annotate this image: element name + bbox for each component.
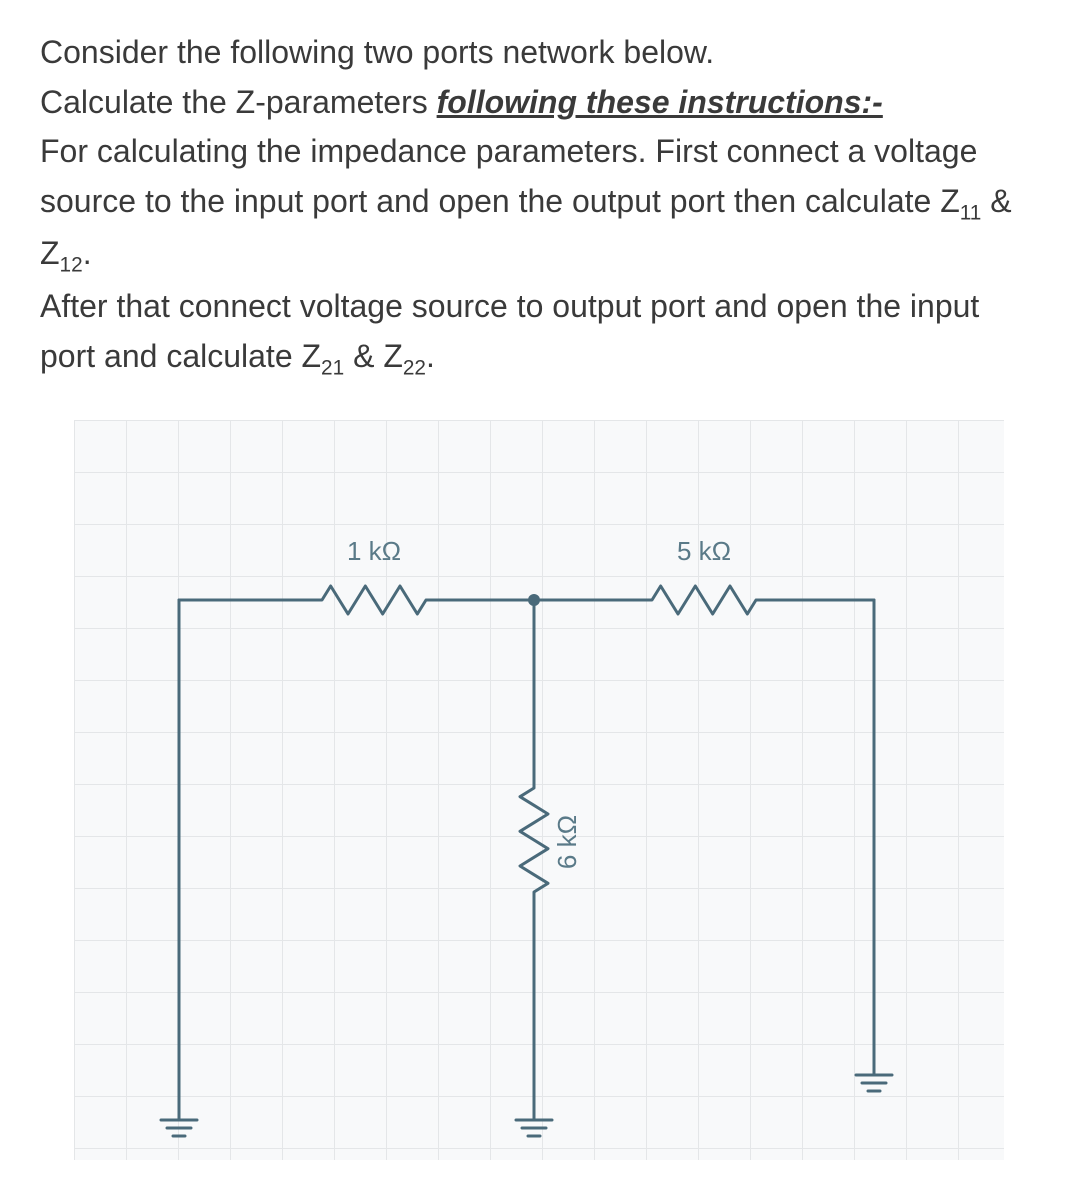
z11-sub: 11 — [960, 201, 982, 224]
instructions-link: following these instructions:- — [437, 84, 883, 120]
circuit-diagram: 1 kΩ 5 kΩ 6 kΩ — [74, 420, 1004, 1160]
z22-sub: 22 — [403, 356, 426, 379]
problem-line4: After that connect voltage source to out… — [40, 288, 979, 374]
problem-line2-pre: Calculate the Z-parameters — [40, 84, 437, 120]
svg-text:6 kΩ: 6 kΩ — [552, 815, 582, 869]
problem-line1: Consider the following two ports network… — [40, 34, 714, 70]
svg-text:1 kΩ: 1 kΩ — [347, 536, 401, 566]
dot2: . — [426, 338, 435, 374]
z21-sub: 21 — [321, 356, 344, 379]
svg-text:5 kΩ: 5 kΩ — [677, 536, 731, 566]
amp2: & Z — [344, 338, 403, 374]
problem-line3: For calculating the impedance parameters… — [40, 133, 977, 219]
dot1: . — [83, 235, 92, 271]
z12-sub: 12 — [60, 254, 83, 277]
problem-statement: Consider the following two ports network… — [40, 28, 1038, 384]
